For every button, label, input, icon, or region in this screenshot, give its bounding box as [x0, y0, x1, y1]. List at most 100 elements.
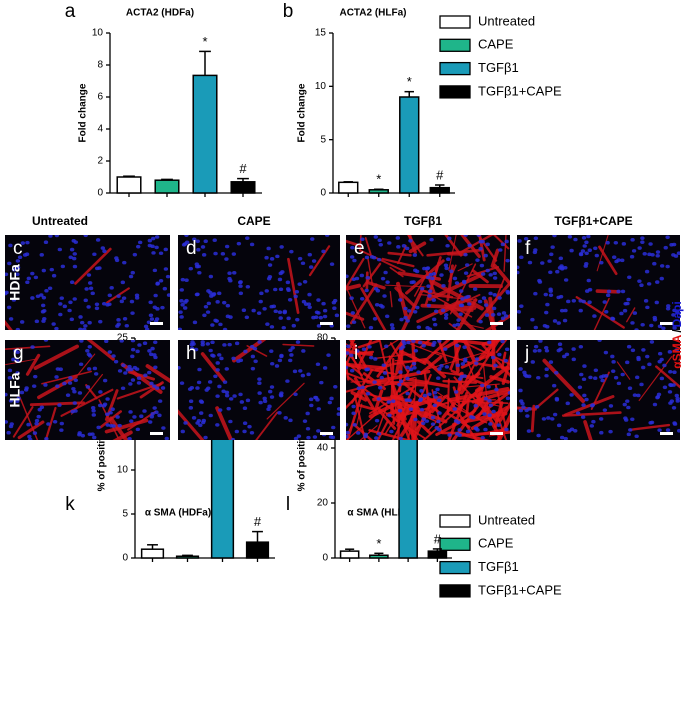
- nucleus: [454, 390, 458, 394]
- nucleus: [301, 261, 305, 265]
- nucleus: [180, 381, 184, 385]
- nucleus: [492, 307, 496, 311]
- nucleus: [43, 383, 47, 387]
- nucleus: [323, 366, 327, 370]
- nucleus: [178, 310, 182, 314]
- nucleus: [501, 243, 505, 247]
- nucleus: [153, 340, 157, 344]
- nucleus: [180, 288, 184, 292]
- bar: [117, 177, 141, 193]
- nucleus: [623, 403, 627, 407]
- nucleus: [653, 403, 657, 407]
- nucleus: [73, 265, 77, 269]
- nucleus: [437, 367, 441, 371]
- nucleus: [42, 309, 46, 313]
- nucleus: [620, 373, 624, 377]
- nucleus: [573, 429, 577, 433]
- nucleus: [628, 428, 632, 432]
- nucleus: [496, 423, 500, 427]
- nucleus: [649, 324, 653, 328]
- nucleus: [505, 347, 509, 351]
- nucleus: [530, 318, 534, 322]
- nucleus: [108, 293, 112, 297]
- nucleus: [42, 296, 46, 300]
- nucleus: [285, 379, 289, 383]
- nucleus: [656, 254, 660, 258]
- nucleus: [581, 403, 585, 407]
- nucleus: [524, 374, 528, 378]
- nucleus: [166, 275, 170, 279]
- nucleus: [486, 385, 490, 389]
- nucleus: [494, 388, 498, 392]
- nucleus: [373, 317, 377, 321]
- nucleus: [367, 345, 371, 349]
- nucleus: [366, 276, 370, 280]
- nucleus: [279, 394, 283, 398]
- nucleus: [203, 436, 207, 440]
- nucleus: [405, 366, 409, 370]
- nucleus: [346, 345, 350, 349]
- nucleus: [607, 290, 611, 294]
- nucleus: [556, 296, 560, 300]
- nucleus: [377, 432, 381, 436]
- nucleus: [58, 313, 62, 317]
- nucleus: [375, 419, 379, 423]
- nucleus: [179, 315, 183, 319]
- nucleus: [68, 376, 72, 380]
- nucleus: [213, 374, 217, 378]
- nucleus: [591, 403, 595, 407]
- nucleus: [525, 414, 529, 418]
- nucleus: [645, 355, 649, 359]
- nucleus: [518, 367, 522, 371]
- nucleus: [195, 386, 199, 390]
- nucleus: [486, 243, 490, 247]
- nucleus: [72, 239, 76, 243]
- nucleus: [418, 341, 422, 345]
- nucleus: [303, 280, 307, 284]
- nucleus: [351, 405, 355, 409]
- nucleus: [428, 289, 432, 293]
- nucleus: [405, 392, 409, 396]
- nucleus: [215, 368, 219, 372]
- nucleus: [149, 382, 153, 386]
- nucleus: [414, 349, 418, 353]
- nucleus: [96, 238, 100, 242]
- micrograph: [515, 229, 681, 347]
- nucleus: [457, 433, 461, 437]
- nucleus: [131, 378, 135, 382]
- nucleus: [668, 390, 672, 394]
- nucleus: [599, 417, 603, 421]
- row-label: HLFa: [7, 372, 23, 407]
- nucleus: [251, 355, 255, 359]
- nucleus: [149, 313, 153, 317]
- nucleus: [549, 289, 553, 293]
- nucleus: [137, 376, 141, 380]
- nucleus: [309, 404, 313, 408]
- nucleus: [208, 349, 212, 353]
- nucleus: [491, 410, 495, 414]
- nucleus: [176, 366, 180, 370]
- nucleus: [295, 290, 299, 294]
- nucleus: [648, 242, 652, 246]
- nucleus: [595, 254, 599, 258]
- nucleus: [655, 301, 659, 305]
- nucleus: [453, 277, 457, 281]
- nucleus: [314, 315, 318, 319]
- nucleus: [232, 252, 236, 256]
- nucleus: [121, 281, 125, 285]
- nucleus: [138, 241, 142, 245]
- nucleus: [376, 289, 380, 293]
- nucleus: [676, 399, 680, 403]
- nucleus: [408, 239, 412, 243]
- nucleus: [102, 404, 106, 408]
- nucleus: [97, 266, 101, 270]
- nucleus: [441, 284, 445, 288]
- micrograph: [339, 215, 529, 351]
- nucleus: [579, 373, 583, 377]
- nucleus: [459, 289, 463, 293]
- nucleus: [239, 359, 243, 363]
- panel-label: f: [525, 238, 531, 259]
- nucleus: [48, 286, 52, 290]
- nucleus: [592, 314, 596, 318]
- nucleus: [143, 341, 147, 345]
